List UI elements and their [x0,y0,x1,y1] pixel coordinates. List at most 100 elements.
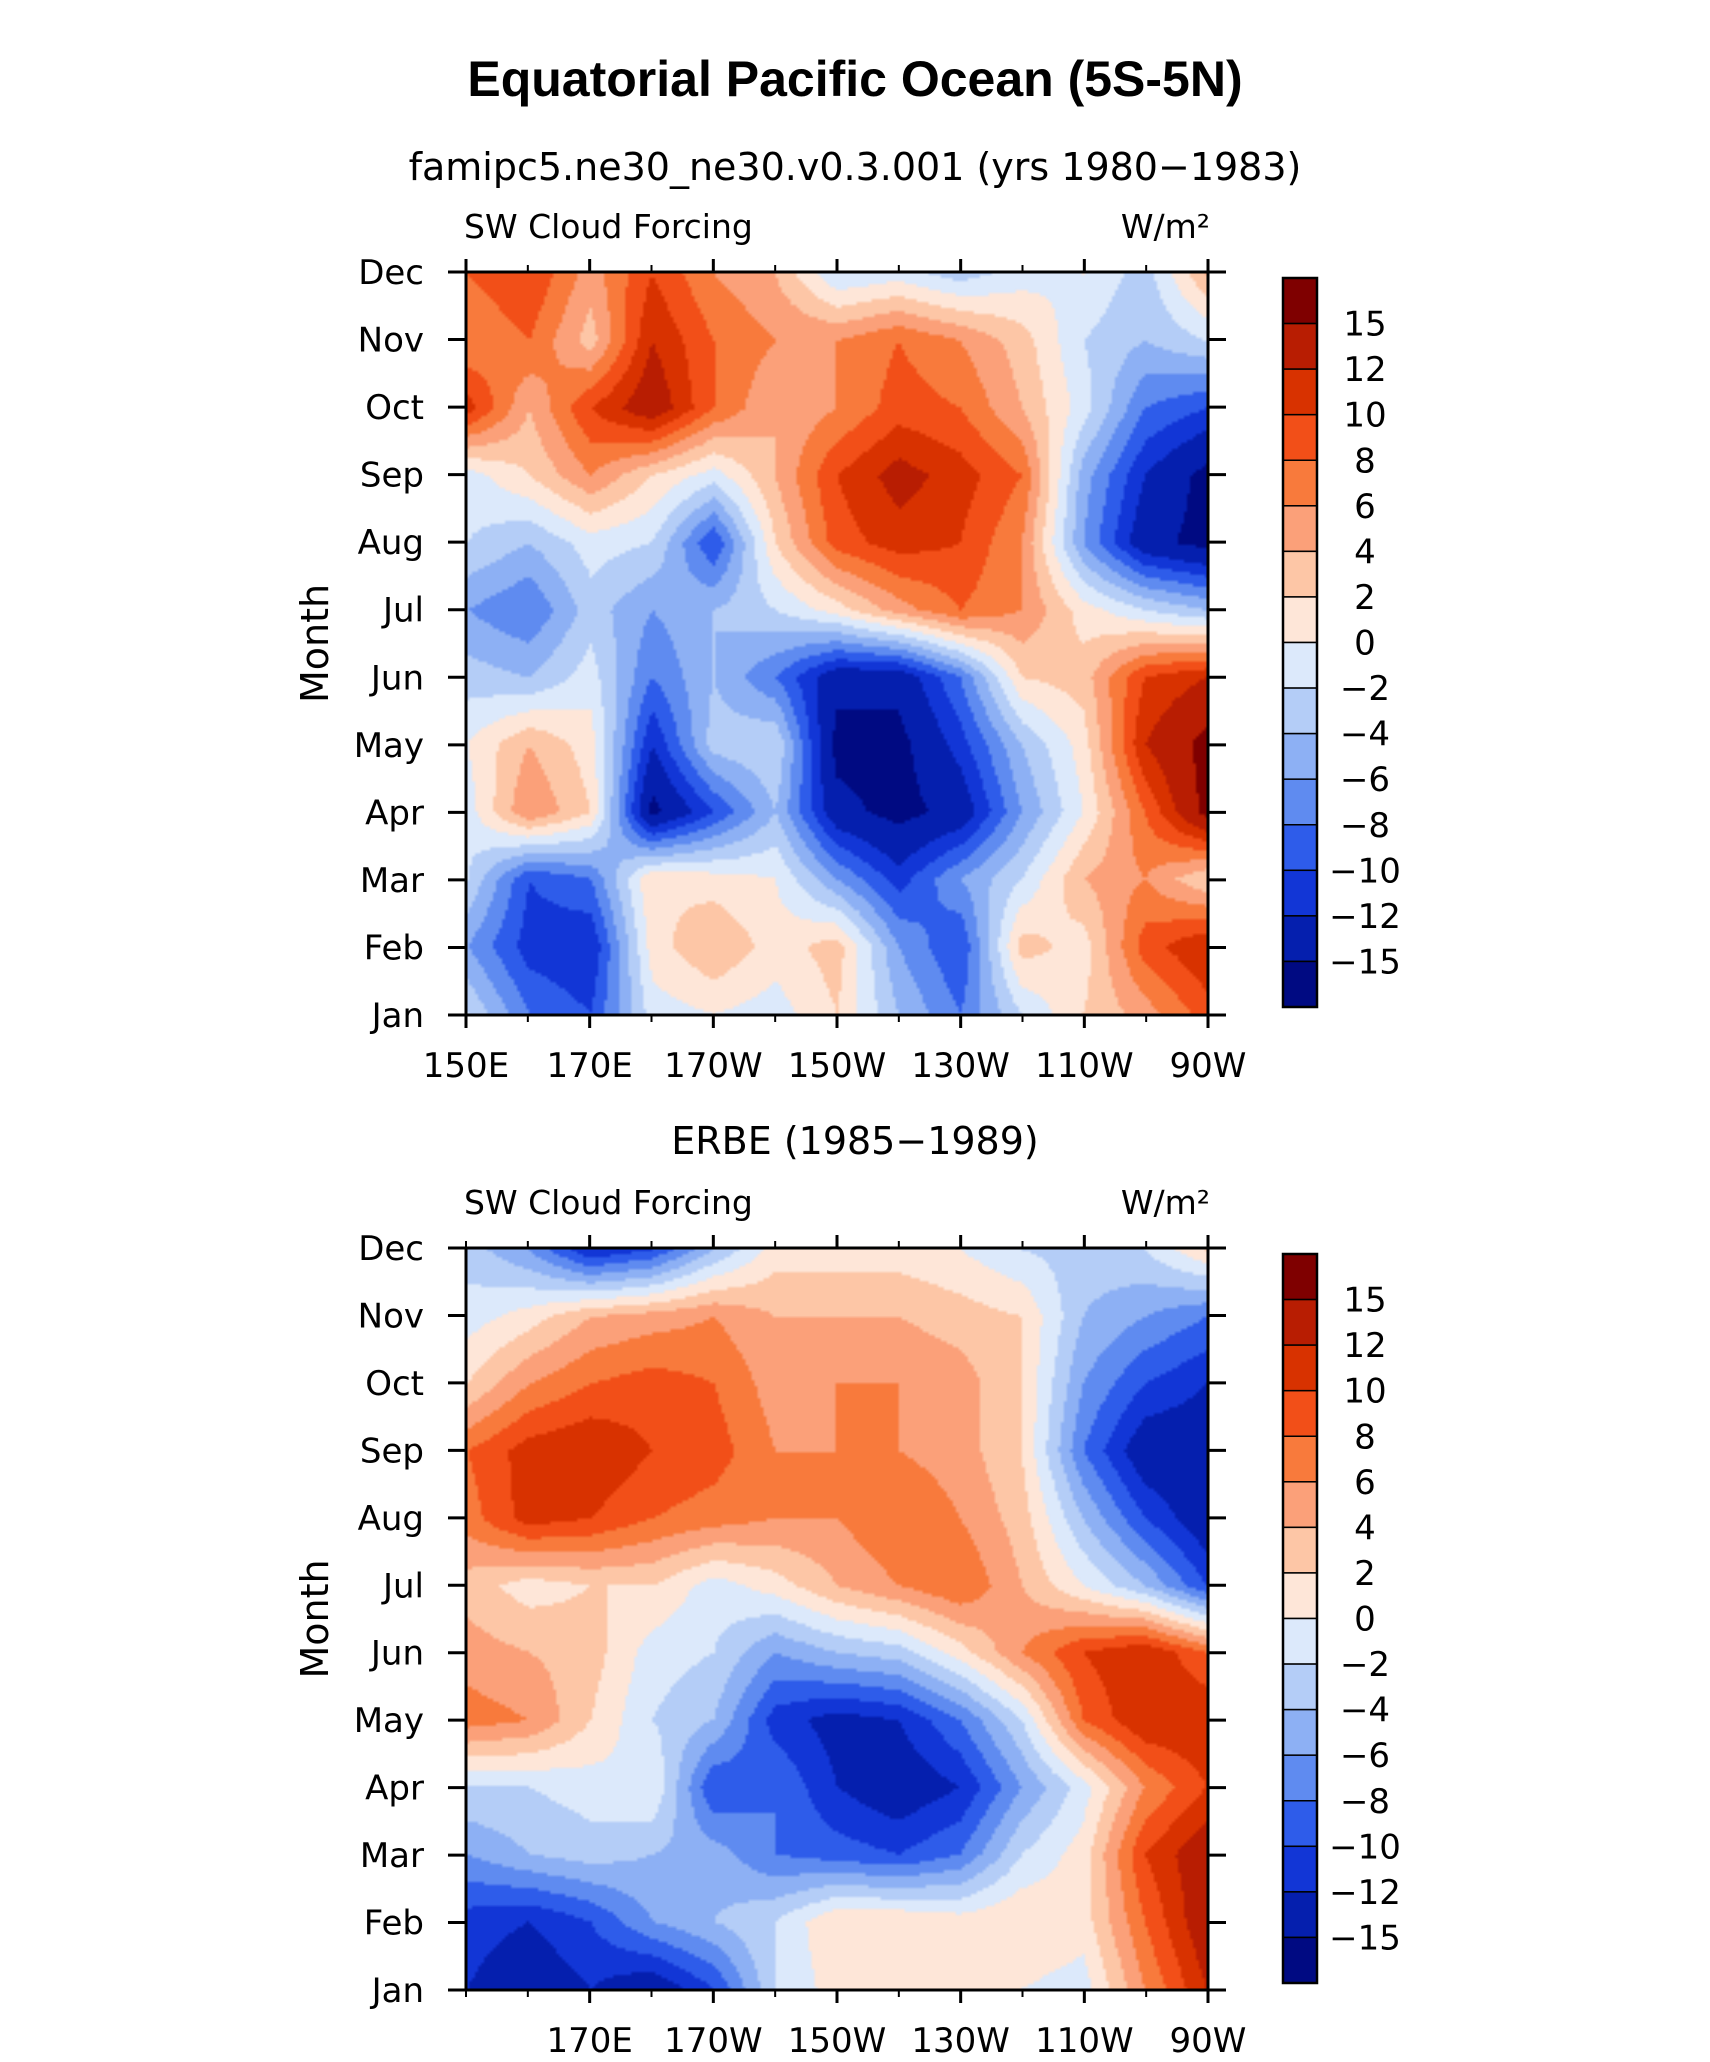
colorbar-swatch [1282,1389,1318,1437]
colorbar-label: −2 [1340,1645,1390,1685]
colorbar-swatch [1282,687,1318,735]
colorbar-swatch [1282,550,1318,598]
colorbar-swatch [1282,778,1318,826]
colorbar-label: 6 [1354,487,1376,527]
y-tick-label: Aug [358,523,424,563]
variable-label: SW Cloud Forcing [464,1183,753,1222]
colorbar-label: 8 [1354,441,1376,481]
colorbar-swatch [1282,1936,1318,1984]
y-axis-label: Month [293,1559,337,1678]
x-tick-label: 90W [1170,2021,1247,2061]
y-tick-label: Jul [381,1566,424,1606]
colorbar-swatch [1282,1481,1318,1529]
colorbar-swatch [1282,869,1318,917]
colorbar-swatch [1282,277,1318,325]
colorbar-frame [1281,1252,1319,1985]
y-tick-label: May [354,1701,424,1741]
colorbar-label: 0 [1354,624,1376,664]
colorbar-swatch [1282,505,1318,553]
colorbar-swatch [1282,1617,1318,1665]
colorbar-label: −12 [1329,1873,1401,1913]
panel-1: famipc5.ne30_ne30.v0.3.001 (yrs 1980−198… [293,145,1401,1086]
colorbar-swatch [1282,1708,1318,1756]
colorbar-swatch [1282,1526,1318,1574]
colorbar-label: −10 [1329,851,1401,891]
colorbar-swatch [1282,1435,1318,1483]
y-tick-label: Mar [360,1836,424,1876]
y-tick-label: Feb [364,1904,424,1944]
colorbar-swatch [1282,960,1318,1008]
colorbar-swatch [1282,368,1318,416]
colorbar-swatch [1282,596,1318,644]
x-tick-label: 150E [423,1046,509,1086]
x-tick-label: 150W [788,2021,887,2061]
colorbar-label: 4 [1354,532,1376,572]
y-tick-label: Feb [364,928,424,968]
y-tick-label: Dec [358,253,424,293]
colorbar-swatch [1282,322,1318,370]
colorbar-swatch [1282,1891,1318,1939]
y-tick-label: Jan [370,996,424,1036]
colorbar-label: −8 [1340,806,1390,846]
colorbar-label: 2 [1354,578,1376,618]
panel-title: famipc5.ne30_ne30.v0.3.001 (yrs 1980−198… [409,145,1302,189]
y-tick-label: Sep [360,456,424,496]
y-tick-label: Apr [365,793,424,833]
variable-label: SW Cloud Forcing [464,207,753,246]
heatmap-field [466,1248,1208,1990]
colorbar-label: −6 [1340,1736,1390,1776]
y-tick-label: Oct [365,1364,424,1404]
colorbar-swatch [1282,1572,1318,1620]
colorbar-swatch [1282,459,1318,507]
y-tick-label: Dec [358,1229,424,1269]
x-tick-label: 170E [546,1046,632,1086]
colorbar-label: 15 [1343,305,1386,345]
x-tick-label: 170E [546,2021,632,2061]
colorbar-label: −15 [1329,1918,1401,1958]
panel-title: ERBE (1985−1989) [671,1119,1038,1163]
colorbar-swatch [1282,1253,1318,1301]
colorbar-label: −15 [1329,942,1401,982]
units-label: W/m² [1121,207,1210,246]
colorbar-label: 6 [1354,1463,1376,1503]
colorbar-label: −2 [1340,669,1390,709]
y-tick-label: Oct [365,388,424,428]
units-label: W/m² [1121,1183,1210,1222]
colorbar-label: 12 [1343,1326,1386,1366]
colorbar-label: 10 [1343,1372,1386,1412]
y-tick-label: Apr [365,1769,424,1809]
figure-title: Equatorial Pacific Ocean (5S-5N) [467,51,1242,107]
colorbar-label: 12 [1343,350,1386,390]
y-tick-label: May [354,726,424,766]
colorbar-swatch [1282,641,1318,689]
y-tick-label: Aug [358,1499,424,1539]
x-tick-label: 90W [1170,1046,1247,1086]
colorbar-label: 0 [1354,1600,1376,1640]
colorbar-label: 10 [1343,396,1386,436]
y-tick-label: Nov [358,1296,424,1336]
panel-2: ERBE (1985−1989) SW Cloud Forcing W/m² 170E… [293,1119,1401,2061]
colorbar-frame [1281,276,1319,1009]
colorbar-label: −4 [1340,715,1390,755]
x-tick-label: 110W [1035,1046,1134,1086]
x-tick-label: 170W [664,2021,763,2061]
colorbar-label: −4 [1340,1691,1390,1731]
y-tick-label: Jan [370,1971,424,2011]
y-tick-label: Nov [358,321,424,361]
colorbar-swatch [1282,915,1318,963]
x-tick-label: 150W [788,1046,887,1086]
y-tick-label: Mar [360,861,424,901]
colorbar-swatch [1282,413,1318,461]
colorbar-swatch [1282,1663,1318,1711]
colorbar-swatch [1282,1800,1318,1848]
colorbar-label: −6 [1340,760,1390,800]
colorbar-label: −8 [1340,1782,1390,1822]
y-tick-label: Jul [381,591,424,631]
y-tick-label: Jun [369,658,424,698]
colorbar-swatch [1282,1845,1318,1893]
colorbar-label: −10 [1329,1827,1401,1867]
colorbar-label: 15 [1343,1281,1386,1321]
colorbar-label: 8 [1354,1417,1376,1457]
x-tick-label: 110W [1035,2021,1134,2061]
